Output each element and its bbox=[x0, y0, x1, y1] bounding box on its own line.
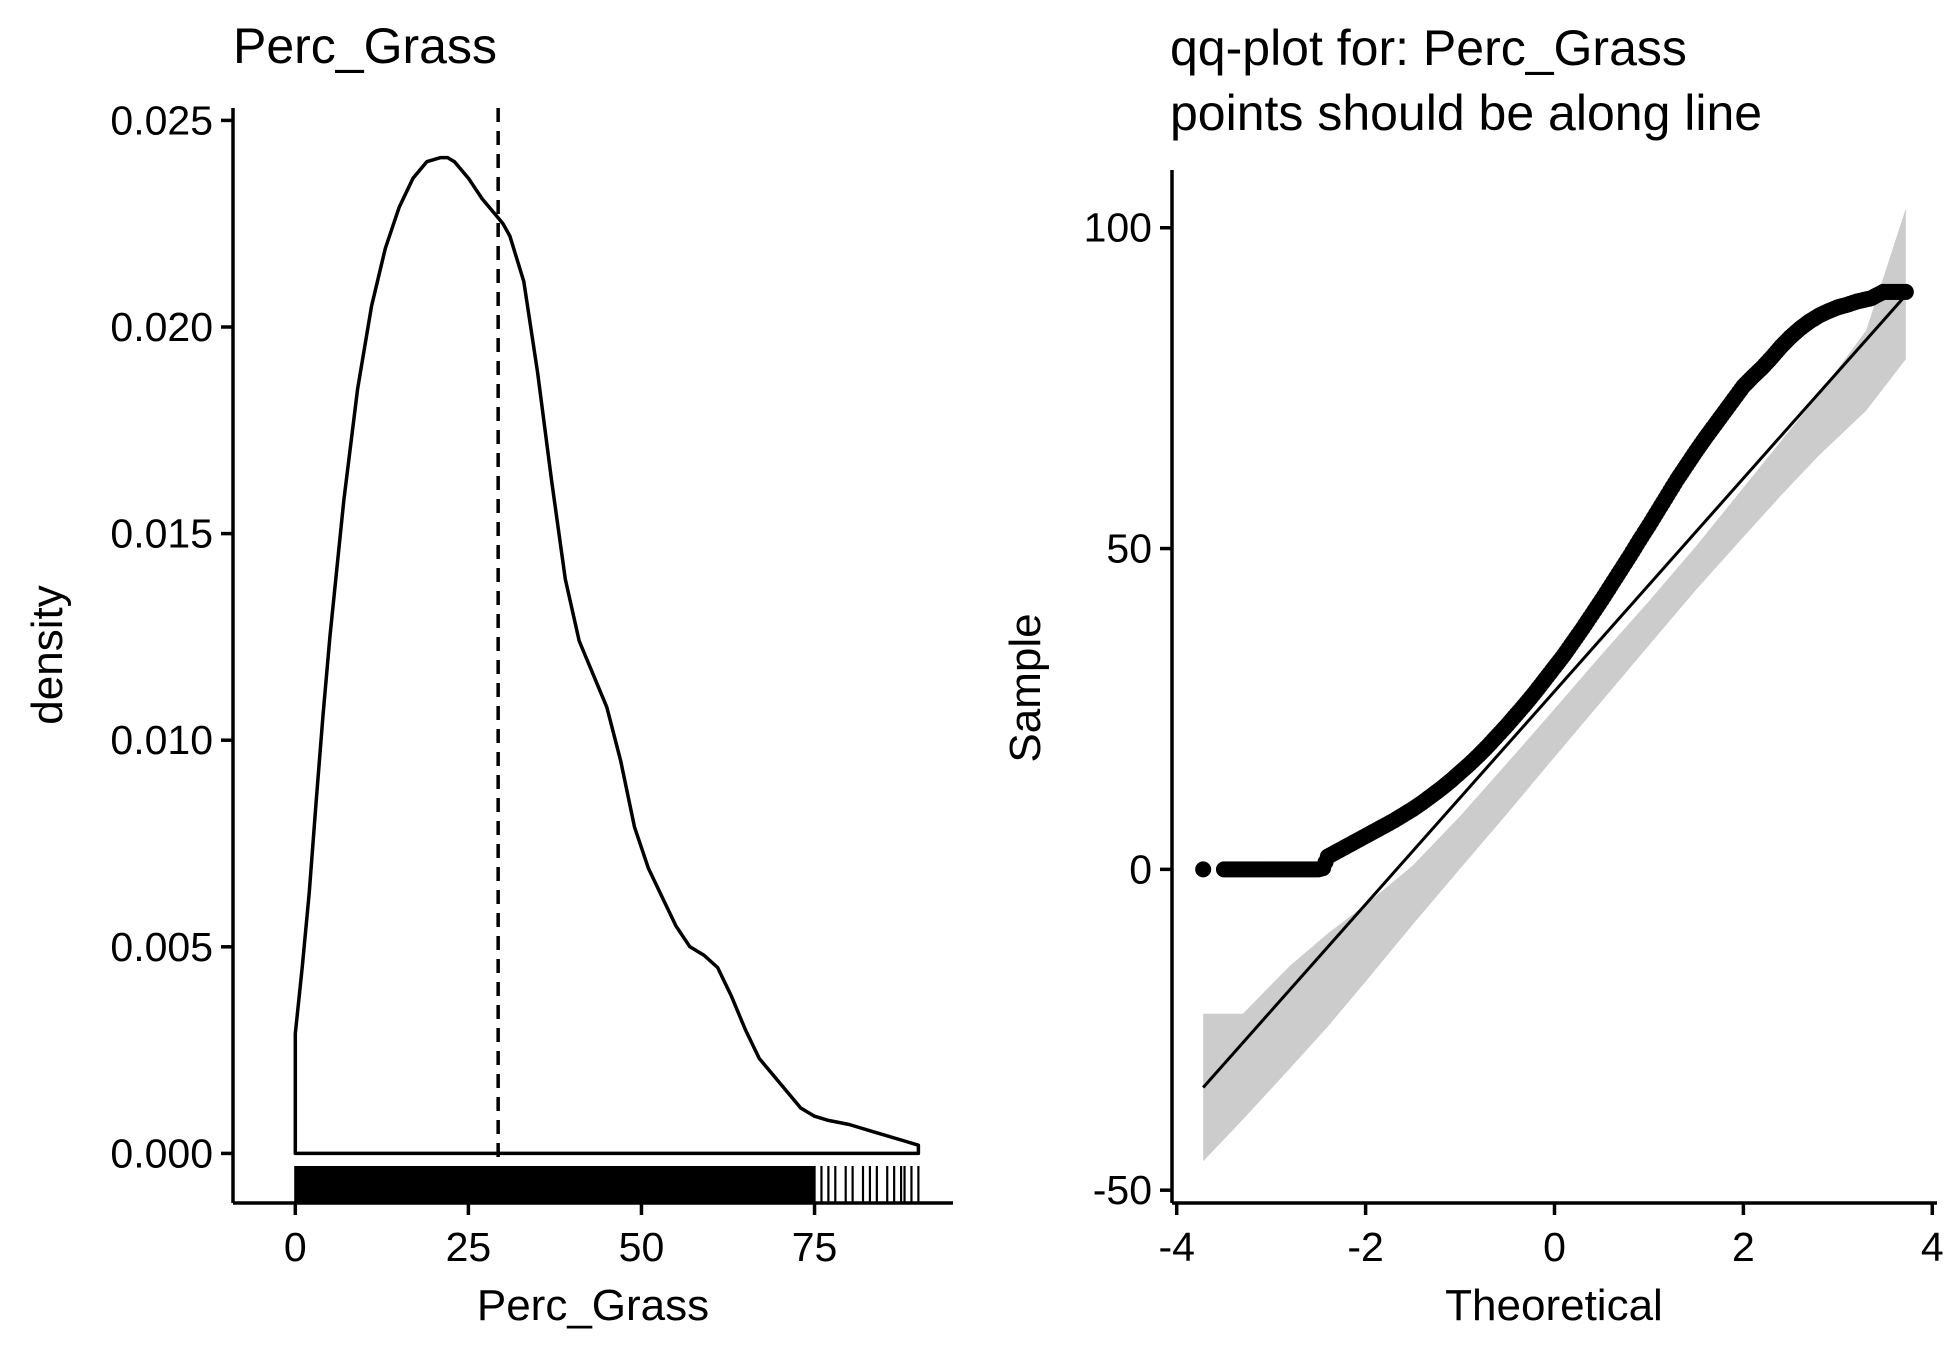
y-tick-label: 0.000 bbox=[110, 1130, 213, 1176]
y-tick-label: 0.010 bbox=[110, 717, 213, 763]
x-tick-label: 4 bbox=[1921, 1224, 1944, 1270]
x-tick-label: -2 bbox=[1347, 1224, 1383, 1270]
density-curve bbox=[293, 155, 921, 1156]
density-y-ticks: 0.000 0.005 0.010 0.015 0.020 0.025 bbox=[110, 97, 233, 1176]
y-tick-label: 0 bbox=[1129, 846, 1152, 892]
density-x-ticks: 0 25 50 75 bbox=[284, 1203, 837, 1270]
y-tick-label: 50 bbox=[1106, 526, 1152, 572]
y-tick-label: 0.005 bbox=[110, 924, 213, 970]
qq-x-axis-title: Theoretical bbox=[1445, 1281, 1663, 1330]
density-panel: Perc_Grass 0 25 50 75 0.0000.0050.0100.0150… bbox=[23, 18, 953, 1330]
y-tick-label: 0.015 bbox=[110, 511, 213, 557]
density-y-axis-title: density bbox=[23, 585, 72, 724]
density-title: Perc_Grass bbox=[233, 18, 497, 74]
qq-confidence-band bbox=[1203, 208, 1906, 1162]
x-tick-label: 2 bbox=[1732, 1224, 1755, 1270]
qq-y-ticks: -50 0 50 100 bbox=[1084, 205, 1172, 1213]
x-tick-label: 25 bbox=[446, 1224, 492, 1270]
density-rug bbox=[294, 1166, 920, 1203]
y-tick-label: 100 bbox=[1084, 205, 1152, 251]
qq-panel: qq-plot for: Perc_Grass points should be… bbox=[1001, 20, 1944, 1330]
qq-point bbox=[1195, 861, 1212, 878]
qq-points bbox=[1195, 283, 1914, 878]
density-x-axis-title: Perc_Grass bbox=[477, 1281, 709, 1330]
y-tick-label: -50 bbox=[1093, 1167, 1152, 1213]
x-tick-label: 75 bbox=[792, 1224, 838, 1270]
x-tick-label: 50 bbox=[619, 1224, 665, 1270]
qq-x-ticks: -4 -2 0 2 4 bbox=[1158, 1203, 1944, 1270]
x-tick-label: 0 bbox=[284, 1224, 307, 1270]
x-tick-label: 0 bbox=[1543, 1224, 1566, 1270]
qq-y-axis-title: Sample bbox=[1001, 613, 1050, 762]
y-tick-label: 0.020 bbox=[110, 304, 213, 350]
qq-point bbox=[1897, 283, 1914, 300]
qq-title: qq-plot for: Perc_Grass points should be… bbox=[1170, 20, 1762, 141]
qq-reference-line bbox=[1202, 294, 1907, 1089]
x-tick-label: -4 bbox=[1158, 1224, 1194, 1270]
y-tick-label: 0.025 bbox=[110, 97, 213, 143]
